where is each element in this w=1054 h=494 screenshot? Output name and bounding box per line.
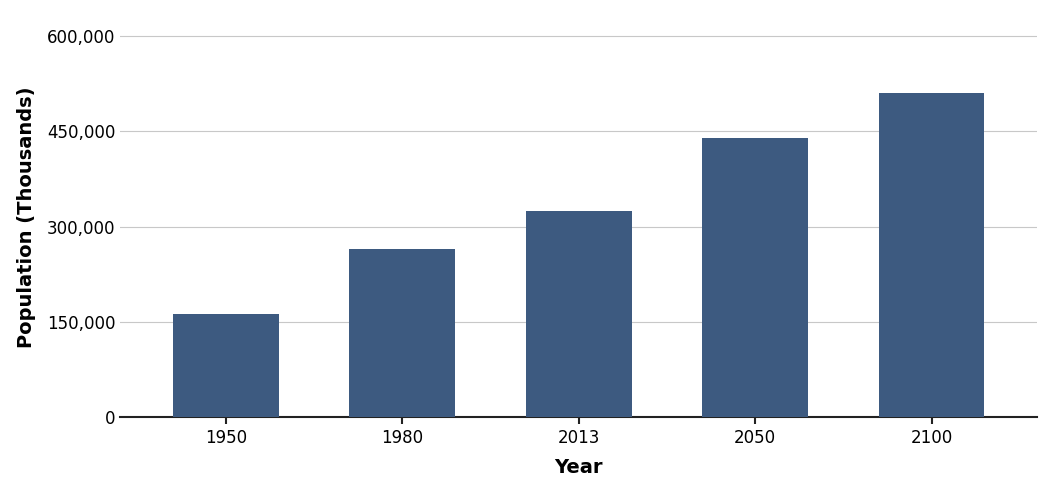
Bar (350, 249, 455, 417)
Bar (702, 137, 808, 417)
Bar (526, 210, 631, 417)
Bar (879, 93, 984, 417)
Bar (173, 314, 279, 417)
Y-axis label: Population (Thousands): Population (Thousands) (17, 86, 36, 348)
X-axis label: Year: Year (554, 458, 603, 477)
